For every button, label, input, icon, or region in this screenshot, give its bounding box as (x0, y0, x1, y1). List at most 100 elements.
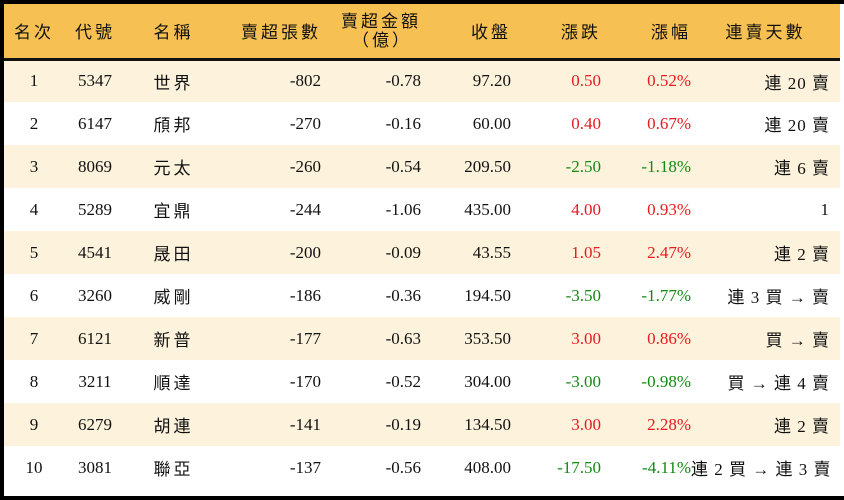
cell-rank: 3 (29, 156, 39, 176)
header-net-sell-amount-line2: （億） (352, 30, 412, 50)
cell-change: 1.05 (571, 242, 601, 262)
cell-net-sell-amount: -0.19 (385, 414, 421, 434)
cell-rank: 4 (29, 199, 39, 219)
cell-change-pct: 0.86% (647, 328, 691, 348)
table-row: 6 3260 威剛 -186 -0.36 194.50 -3.50 -1.77%… (4, 274, 840, 317)
header-net-sell-amount: 賣超金額 （億） (321, 4, 421, 59)
cell-change-pct: 2.28% (647, 414, 691, 434)
table-row: 3 8069 元太 -260 -0.54 209.50 -2.50 -1.18%… (4, 145, 840, 188)
cell-name: 聯亞 (153, 460, 194, 479)
cell-rank: 8 (29, 371, 39, 391)
cell-change: 3.00 (571, 328, 601, 348)
cell-net-sell-lots: -177 (289, 328, 321, 348)
net-sell-ranking-table: 名次 代號 名稱 賣超張數 賣超金額 （億） 收盤 漲跌 漲幅 連賣天數 1 5… (4, 4, 840, 489)
header-close: 收盤 (471, 23, 511, 43)
cell-change: -17.50 (557, 457, 601, 477)
cell-net-sell-amount: -0.52 (385, 371, 421, 391)
cell-close: 435.00 (464, 199, 511, 219)
table-row: 5 4541 晟田 -200 -0.09 43.55 1.05 2.47% 連 … (4, 231, 840, 274)
cell-close: 353.50 (464, 328, 511, 348)
cell-net-sell-amount: -0.16 (385, 113, 421, 133)
cell-net-sell-amount: -0.78 (385, 71, 421, 91)
cell-streak: 連 20 賣 (764, 116, 830, 135)
cell-name: 順達 (153, 374, 194, 393)
cell-rank: 2 (29, 113, 39, 133)
cell-rank: 6 (29, 285, 39, 305)
cell-code: 5347 (78, 71, 112, 91)
cell-net-sell-amount: -0.56 (385, 457, 421, 477)
cell-name: 晟田 (153, 245, 194, 264)
cell-close: 209.50 (464, 156, 511, 176)
cell-streak: 連 3 買 → 賣 (727, 288, 830, 307)
cell-name: 威剛 (153, 288, 194, 307)
cell-close: 134.50 (464, 414, 511, 434)
cell-name: 世界 (153, 73, 194, 93)
cell-close: 408.00 (464, 457, 511, 477)
cell-change: -3.50 (565, 285, 601, 305)
cell-rank: 7 (29, 328, 39, 348)
cell-net-sell-lots: -200 (289, 242, 321, 262)
cell-net-sell-amount: -1.06 (385, 199, 421, 219)
cell-code: 6121 (78, 328, 112, 348)
cell-rank: 10 (25, 457, 43, 477)
cell-code: 4541 (78, 242, 112, 262)
header-change: 漲跌 (561, 23, 601, 43)
cell-close: 43.55 (472, 242, 511, 262)
header-net-sell-amount-line1: 賣超金額 (341, 11, 421, 31)
cell-code: 3211 (78, 371, 112, 391)
cell-streak: 連 2 賣 (774, 245, 830, 264)
cell-net-sell-lots: -141 (289, 414, 321, 434)
cell-change-pct: 2.47% (647, 242, 691, 262)
header-name: 名稱 (153, 23, 194, 43)
cell-name: 新普 (153, 331, 194, 350)
cell-change-pct: -4.11% (642, 457, 691, 477)
cell-close: 304.00 (464, 371, 511, 391)
cell-rank: 5 (29, 242, 39, 262)
cell-net-sell-amount: -0.09 (385, 242, 421, 262)
cell-change: -2.50 (565, 156, 601, 176)
cell-code: 6147 (78, 113, 112, 133)
header-rank: 名次 (14, 23, 54, 43)
cell-net-sell-amount: -0.36 (385, 285, 421, 305)
table-row: 1 5347 世界 -802 -0.78 97.20 0.50 0.52% 連 … (4, 59, 840, 102)
cell-streak: 連 20 賣 (764, 73, 830, 93)
cell-streak: 買 → 賣 (765, 331, 830, 350)
cell-net-sell-lots: -186 (289, 285, 321, 305)
cell-change-pct: -1.18% (641, 156, 691, 176)
cell-code: 3260 (78, 285, 112, 305)
cell-change: 3.00 (571, 414, 601, 434)
cell-name: 宜鼎 (153, 202, 194, 221)
header-net-sell-lots: 賣超張數 (241, 23, 321, 43)
cell-rank: 1 (29, 71, 39, 91)
header-code: 代號 (75, 23, 115, 43)
cell-name: 胡連 (153, 417, 194, 436)
table-row: 8 3211 順達 -170 -0.52 304.00 -3.00 -0.98%… (4, 360, 840, 403)
cell-net-sell-lots: -137 (289, 457, 321, 477)
table-row: 4 5289 宜鼎 -244 -1.06 435.00 4.00 0.93% 1 (4, 188, 840, 231)
cell-change-pct: 0.93% (647, 199, 691, 219)
table-row: 10 3081 聯亞 -137 -0.56 408.00 -17.50 -4.1… (4, 446, 840, 489)
cell-net-sell-lots: -260 (289, 156, 321, 176)
cell-name: 元太 (153, 159, 194, 178)
cell-net-sell-amount: -0.54 (385, 156, 421, 176)
cell-name: 頎邦 (153, 116, 194, 135)
cell-streak: 1 (820, 199, 830, 219)
cell-change: -3.00 (565, 371, 601, 391)
table-header-row: 名次 代號 名稱 賣超張數 賣超金額 （億） 收盤 漲跌 漲幅 連賣天數 (4, 4, 840, 59)
cell-close: 60.00 (472, 113, 511, 133)
cell-code: 5289 (78, 199, 112, 219)
cell-change-pct: -1.77% (641, 285, 691, 305)
cell-streak: 連 6 賣 (774, 159, 830, 178)
cell-change-pct: 0.67% (647, 113, 691, 133)
table-row: 7 6121 新普 -177 -0.63 353.50 3.00 0.86% 買… (4, 317, 840, 360)
cell-close: 97.20 (472, 71, 511, 91)
cell-streak: 連 2 賣 (774, 417, 830, 436)
cell-change: 0.50 (571, 71, 601, 91)
table-body: 1 5347 世界 -802 -0.78 97.20 0.50 0.52% 連 … (4, 59, 840, 489)
table-row: 9 6279 胡連 -141 -0.19 134.50 3.00 2.28% 連… (4, 403, 840, 446)
header-streak: 連賣天數 (725, 23, 806, 43)
table-row: 2 6147 頎邦 -270 -0.16 60.00 0.40 0.67% 連 … (4, 102, 840, 145)
header-change-pct: 漲幅 (651, 23, 691, 43)
cell-code: 6279 (78, 414, 112, 434)
cell-change-pct: 0.52% (647, 71, 691, 91)
